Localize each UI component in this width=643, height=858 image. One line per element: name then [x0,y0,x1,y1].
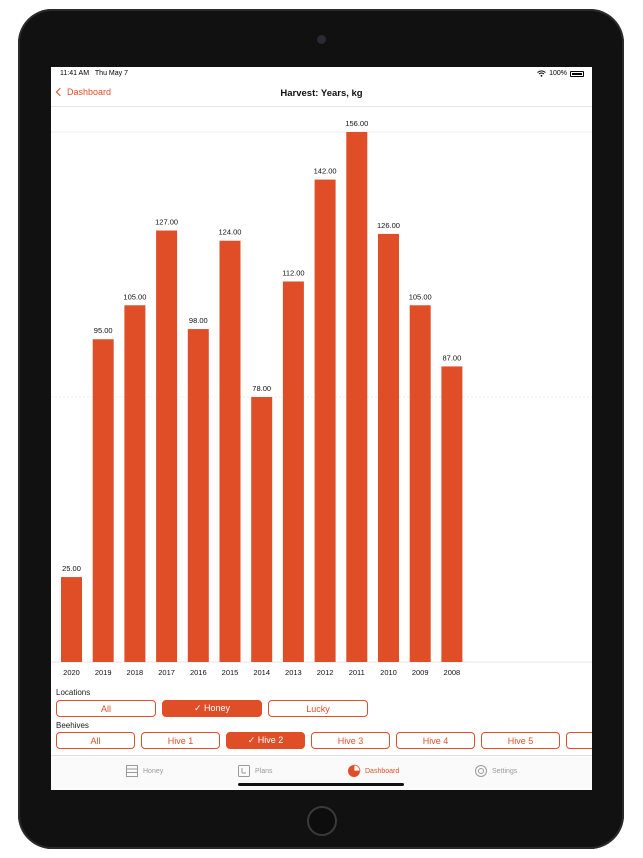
tab-plans-label: Plans [255,767,273,775]
gear-icon [475,765,487,777]
tab-honey-label: Honey [143,767,164,775]
beehive-option-4[interactable]: Hive 4 [396,732,475,749]
beehive-option-5[interactable]: Hive 5 [481,732,560,749]
value-label-2015: 124.00 [219,228,242,237]
x-tick-2010: 2010 [380,668,397,677]
locations-label: Locations [56,688,91,697]
location-option-0[interactable]: All [56,700,156,717]
status-time: 11:41 AM [60,70,90,77]
tab-honey[interactable]: Honey [125,764,163,778]
home-indicator [238,783,404,786]
pie-chart-icon [348,764,361,777]
home-button[interactable] [307,806,337,836]
beehive-option-1[interactable]: Hive 1 [141,732,220,749]
tab-settings-label: Settings [492,767,518,775]
harvest-bar-chart: 25.00 2020 95.00 2019 105.00 2018 127.00 2017 98… [51,119,592,677]
value-label-2017: 127.00 [155,218,178,227]
x-tick-2017: 2017 [158,668,175,677]
bar-2009[interactable] [409,305,431,662]
bar-2018[interactable] [124,305,146,662]
bar-2017[interactable] [156,230,178,662]
x-tick-2020: 2020 [63,668,80,677]
value-label-2018: 105.00 [123,292,146,301]
value-label-2014: 78.00 [252,384,271,393]
x-tick-2015: 2015 [222,668,239,677]
status-date: Thu May 7 [94,70,128,77]
x-tick-2019: 2019 [95,668,112,677]
x-tick-2016: 2016 [190,668,207,677]
harvest-chart: 25.00 2020 95.00 2019 105.00 2018 127.00 2017 98… [51,107,592,687]
beehive-option-0[interactable]: All [56,732,135,749]
value-label-2009: 105.00 [409,292,432,301]
x-tick-2014: 2014 [253,668,270,677]
location-option-2[interactable]: Lucky [268,700,368,717]
back-button-label: Dashboard [67,87,112,97]
bar-2016[interactable] [187,329,209,662]
beehives-label: Beehives [56,721,89,730]
x-tick-2011: 2011 [349,668,365,677]
camera-icon [317,35,326,44]
battery-percent: 100% [549,70,567,77]
x-tick-2018: 2018 [127,668,144,677]
bar-2013[interactable] [282,281,304,662]
page-title: Harvest: Years, kg [280,88,363,99]
value-label-2011: 156.00 [345,119,368,128]
tab-plans[interactable]: Plans [237,764,273,778]
bar-2020[interactable] [61,577,82,662]
wifi-icon [537,70,546,77]
x-tick-2009: 2009 [412,668,429,677]
beehive-option-3[interactable]: Hive 3 [311,732,390,749]
value-label-2008: 87.00 [443,353,462,362]
beehive-option-6[interactable] [566,732,592,749]
value-label-2016: 98.00 [189,316,208,325]
bar-2010[interactable] [378,233,399,662]
value-label-2019: 95.00 [94,326,113,335]
bar-2014[interactable] [251,397,273,662]
value-label-2020: 25.00 [62,564,81,573]
app-screen: 11:41 AM Thu May 7 100% Dashboard Harves… [51,67,592,790]
x-tick-2008: 2008 [444,668,461,677]
hive-icon [126,765,138,777]
status-bar: 11:41 AM Thu May 7 100% [51,67,592,81]
tab-dashboard-label: Dashboard [365,767,400,775]
tab-settings[interactable]: Settings [474,764,517,778]
calendar-icon [238,765,250,777]
tab-dashboard[interactable]: Dashboard [347,764,399,778]
bar-2015[interactable] [219,240,241,662]
navigation-bar: Dashboard Harvest: Years, kg [51,81,592,107]
value-label-2013: 112.00 [282,268,304,277]
value-label-2012: 142.00 [314,167,337,176]
bar-2011[interactable] [346,132,368,662]
x-tick-2013: 2013 [285,668,302,677]
value-label-2010: 126.00 [377,221,400,230]
location-option-1[interactable]: ✓ Honey [162,700,262,717]
bar-2019[interactable] [92,339,114,662]
back-button[interactable]: Dashboard [55,87,112,97]
battery-icon [570,70,584,77]
bar-2012[interactable] [314,179,336,663]
bar-2008[interactable] [441,366,463,662]
beehive-option-2[interactable]: ✓ Hive 2 [226,732,305,749]
x-tick-2012: 2012 [317,668,334,677]
